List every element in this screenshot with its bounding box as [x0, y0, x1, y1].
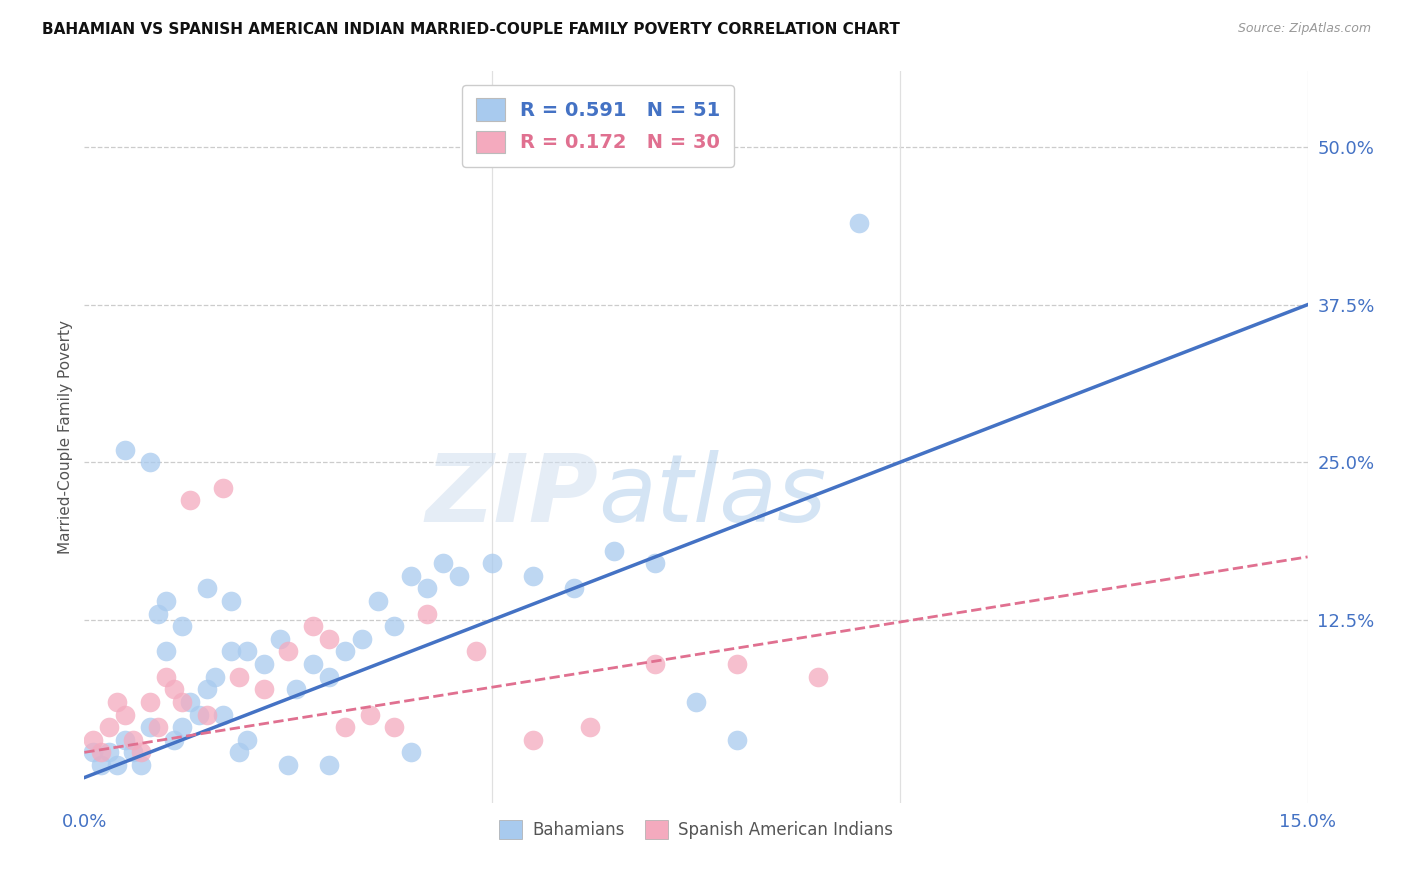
- Point: [146, 720, 169, 734]
- Legend: Bahamians, Spanish American Indians: Bahamians, Spanish American Indians: [492, 814, 900, 846]
- Point: [122, 732, 145, 747]
- Point: [253, 657, 276, 671]
- Point: [90, 745, 112, 759]
- Point: [285, 682, 308, 697]
- Point: [138, 695, 160, 709]
- Point: [382, 619, 405, 633]
- Text: ZIP: ZIP: [425, 450, 598, 541]
- Point: [138, 455, 160, 469]
- Point: [195, 682, 218, 697]
- Point: [644, 556, 666, 570]
- Point: [131, 758, 153, 772]
- Point: [97, 720, 120, 734]
- Point: [382, 720, 405, 734]
- Point: [236, 644, 259, 658]
- Point: [318, 670, 340, 684]
- Point: [163, 682, 186, 697]
- Point: [155, 594, 177, 608]
- Point: [179, 695, 201, 709]
- Point: [114, 442, 136, 457]
- Point: [464, 644, 486, 658]
- Point: [195, 582, 218, 596]
- Text: Source: ZipAtlas.com: Source: ZipAtlas.com: [1237, 22, 1371, 36]
- Point: [172, 619, 194, 633]
- Point: [579, 720, 602, 734]
- Point: [522, 569, 544, 583]
- Point: [277, 644, 299, 658]
- Point: [219, 594, 242, 608]
- Point: [90, 758, 112, 772]
- Point: [449, 569, 471, 583]
- Point: [603, 543, 626, 558]
- Point: [122, 745, 145, 759]
- Point: [359, 707, 381, 722]
- Point: [212, 481, 235, 495]
- Point: [146, 607, 169, 621]
- Point: [301, 657, 323, 671]
- Point: [318, 632, 340, 646]
- Point: [172, 695, 194, 709]
- Point: [725, 657, 748, 671]
- Point: [335, 644, 357, 658]
- Point: [82, 732, 104, 747]
- Y-axis label: Married-Couple Family Poverty: Married-Couple Family Poverty: [58, 320, 73, 554]
- Point: [155, 670, 177, 684]
- Point: [725, 732, 748, 747]
- Point: [416, 582, 439, 596]
- Point: [432, 556, 454, 570]
- Point: [253, 682, 276, 697]
- Point: [138, 720, 160, 734]
- Point: [212, 707, 235, 722]
- Point: [236, 732, 259, 747]
- Point: [105, 758, 128, 772]
- Point: [277, 758, 299, 772]
- Point: [481, 556, 503, 570]
- Point: [367, 594, 389, 608]
- Point: [522, 732, 544, 747]
- Point: [399, 569, 422, 583]
- Point: [219, 644, 242, 658]
- Point: [269, 632, 291, 646]
- Point: [228, 745, 250, 759]
- Point: [114, 732, 136, 747]
- Point: [848, 216, 870, 230]
- Point: [82, 745, 104, 759]
- Text: atlas: atlas: [598, 450, 827, 541]
- Point: [204, 670, 226, 684]
- Point: [187, 707, 209, 722]
- Text: BAHAMIAN VS SPANISH AMERICAN INDIAN MARRIED-COUPLE FAMILY POVERTY CORRELATION CH: BAHAMIAN VS SPANISH AMERICAN INDIAN MARR…: [42, 22, 900, 37]
- Point: [131, 745, 153, 759]
- Point: [228, 670, 250, 684]
- Point: [562, 582, 585, 596]
- Point: [195, 707, 218, 722]
- Point: [685, 695, 707, 709]
- Point: [155, 644, 177, 658]
- Point: [416, 607, 439, 621]
- Point: [335, 720, 357, 734]
- Point: [172, 720, 194, 734]
- Point: [318, 758, 340, 772]
- Point: [114, 707, 136, 722]
- Point: [807, 670, 830, 684]
- Point: [179, 493, 201, 508]
- Point: [644, 657, 666, 671]
- Point: [163, 732, 186, 747]
- Point: [301, 619, 323, 633]
- Point: [399, 745, 422, 759]
- Point: [350, 632, 373, 646]
- Point: [105, 695, 128, 709]
- Point: [97, 745, 120, 759]
